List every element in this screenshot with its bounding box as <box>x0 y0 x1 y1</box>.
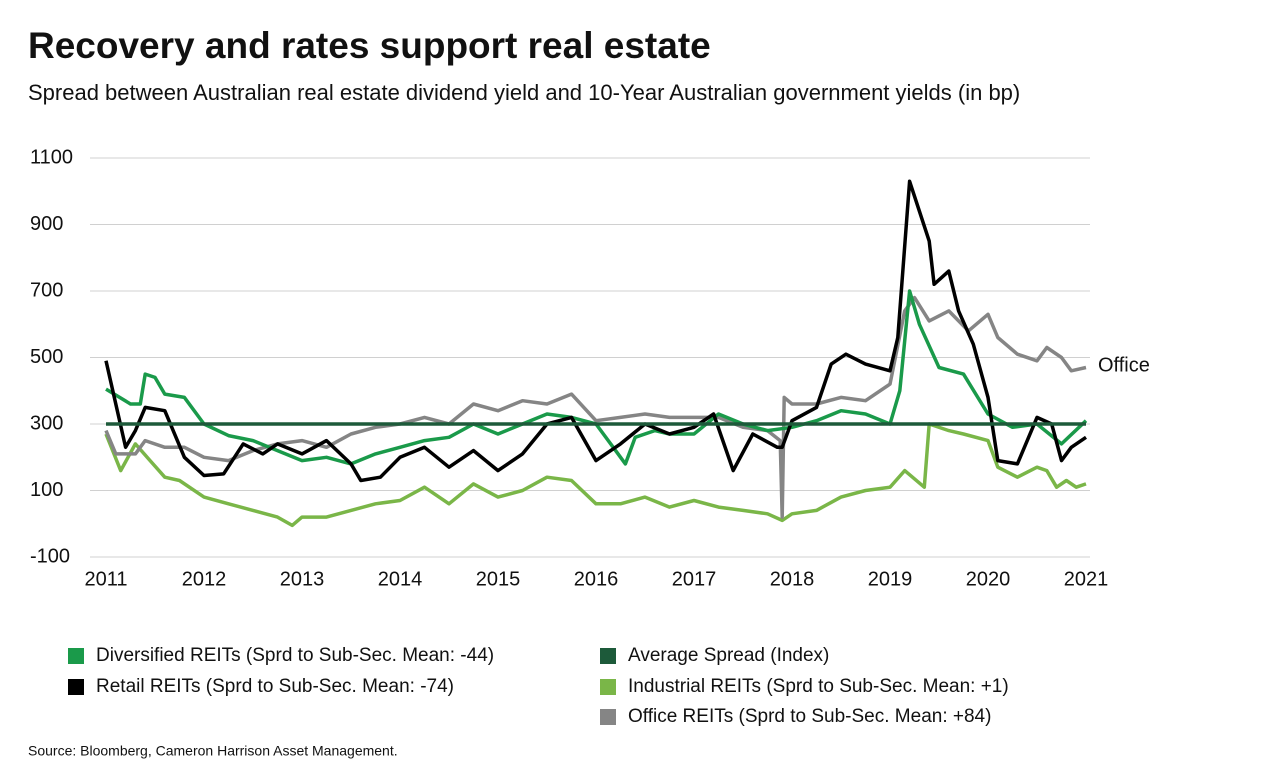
legend-label: Retail REITs (Sprd to Sub-Sec. Mean: -74… <box>96 676 454 697</box>
x-tick-label: 2012 <box>182 568 227 590</box>
y-tick-label: 900 <box>30 213 63 235</box>
x-tick-label: 2011 <box>84 568 127 590</box>
annotation: Office <box>1098 354 1150 376</box>
x-tick-label: 2017 <box>672 568 717 590</box>
legend-label: Industrial REITs (Sprd to Sub-Sec. Mean:… <box>628 676 1009 697</box>
x-tick-label: 2015 <box>476 568 521 590</box>
series-line <box>104 295 1087 519</box>
x-tick-label: 2019 <box>868 568 913 590</box>
y-tick-label: 500 <box>30 346 63 368</box>
legend-swatch <box>68 648 84 664</box>
source-note: Source: Bloomberg, Cameron Harrison Asse… <box>28 743 398 759</box>
y-tick-label: -100 <box>30 545 70 567</box>
legend-label: Diversified REITs (Sprd to Sub-Sec. Mean… <box>96 645 494 666</box>
x-tick-label: 2018 <box>770 568 815 590</box>
y-tick-label: 300 <box>30 412 63 434</box>
legend-label: Average Spread (Index) <box>628 645 829 666</box>
legend-label: Office REITs (Sprd to Sub-Sec. Mean: +84… <box>628 706 991 727</box>
chart-title: Recovery and rates support real estate <box>28 25 711 66</box>
series-line <box>104 179 1087 483</box>
legend-swatch <box>68 679 84 695</box>
legend-swatch <box>600 648 616 664</box>
x-tick-label: 2016 <box>574 568 619 590</box>
series-line <box>104 422 1087 528</box>
legend-swatch <box>600 709 616 725</box>
y-tick-label: 1100 <box>30 146 73 168</box>
x-tick-label: 2020 <box>966 568 1011 590</box>
x-tick-label: 2014 <box>378 568 423 590</box>
series-line <box>105 289 1088 466</box>
legend-swatch <box>600 679 616 695</box>
chart-subtitle: Spread between Australian real estate di… <box>28 80 1020 105</box>
x-tick-label: 2021 <box>1064 568 1109 590</box>
y-tick-label: 100 <box>30 479 63 501</box>
x-tick-label: 2013 <box>280 568 325 590</box>
y-tick-label: 700 <box>30 279 63 301</box>
